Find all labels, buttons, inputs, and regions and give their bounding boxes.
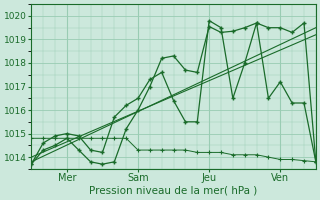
X-axis label: Pression niveau de la mer( hPa ): Pression niveau de la mer( hPa ) — [90, 186, 258, 196]
